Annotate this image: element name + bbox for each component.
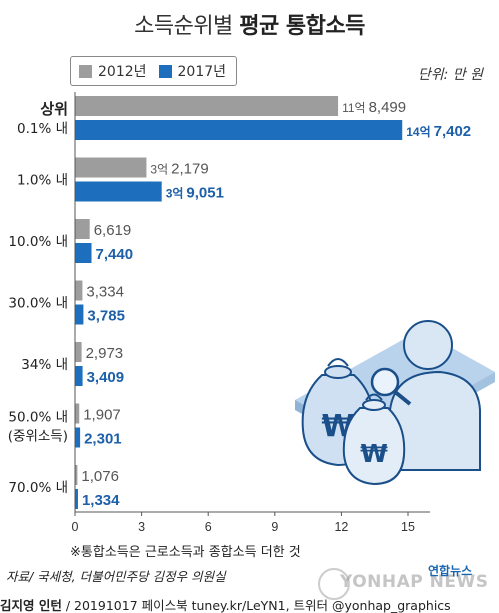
bar-2017-1	[75, 181, 162, 202]
value-label-eok: 3억	[166, 187, 184, 201]
bar-2012-3	[75, 280, 83, 301]
category-labels: 상위 0.1% 내 1.0% 내 10.0% 내 30.0% 내 34% 내 50.0% 내…	[8, 100, 68, 496]
value-label-num: 7,402	[434, 123, 472, 140]
watermark-logo-icon	[318, 568, 350, 600]
agency-name: 연합뉴스	[428, 564, 473, 578]
legend-label-2017: 2017년	[177, 64, 227, 80]
category-label-2: 10.0% 내	[8, 234, 68, 250]
value-label-eok: 3억	[150, 163, 168, 177]
source-note: 자료/ 국세청, 더불어민주당 김정우 의원실	[6, 569, 226, 584]
value-label-2017-6: 1,334	[82, 492, 120, 509]
legend-label-2012: 2012년	[98, 64, 147, 80]
footnote: ※통합소득은 근로소득과 종합소득 더한 것	[70, 545, 301, 560]
category-label-6: 70.0% 내	[8, 480, 68, 496]
value-label-2012-2: 6,619	[94, 222, 132, 239]
category-label-0: 상위	[40, 100, 68, 118]
value-label-num: 9,051	[186, 185, 224, 202]
legend: 2012년 2017년	[70, 56, 238, 86]
value-label-num: 8,499	[369, 99, 407, 116]
x-tick-label-1: 3	[138, 520, 145, 534]
title-part2: 평균 통합소득	[239, 14, 365, 39]
value-label-2017-0: 14억 7,402	[406, 123, 471, 140]
bar-2017-5	[75, 427, 81, 448]
agency-logo: 연합뉴스	[428, 562, 472, 579]
legend-swatch-2012	[79, 64, 92, 78]
bar-2017-6	[75, 489, 78, 509]
x-tick-label-2: 6	[205, 520, 212, 534]
page-title: 소득순위별 평균 통합소득	[0, 8, 499, 40]
x-tick-label-0: 0	[72, 520, 79, 534]
value-label-2017-1: 3억 9,051	[166, 185, 224, 202]
bar-2012-5	[75, 403, 80, 424]
credit-rest: / 20191017 페이스북 tuney.kr/LeYN1, 트위터 @yon…	[61, 598, 451, 613]
value-label-2012-3: 3,334	[86, 284, 124, 301]
value-label-eok: 11억	[342, 101, 366, 115]
bar-2012-0	[75, 96, 339, 116]
bar-2012-1	[75, 157, 147, 178]
value-label-2017-2: 7,440	[96, 246, 134, 263]
bar-2012-2	[75, 219, 90, 239]
category-label-1: 1.0% 내	[17, 173, 68, 189]
bar-2017-3	[75, 304, 84, 325]
category-label-3: 30.0% 내	[8, 296, 68, 312]
svg-text:₩: ₩	[360, 439, 388, 468]
bar-2012-6	[75, 465, 78, 485]
value-label-2012-0: 11억 8,499	[342, 99, 406, 116]
credit-line: 김지영 인턴 / 20191017 페이스북 tuney.kr/LeYN1, 트…	[0, 595, 451, 613]
category-label-5-sub: (중위소득)	[8, 429, 68, 445]
x-tick-label-3: 9	[271, 520, 278, 534]
x-tick-label-4: 12	[334, 520, 348, 534]
title-part1: 소득순위별	[134, 14, 233, 39]
value-label-2017-5: 2,301	[84, 431, 122, 448]
value-label-2012-5: 1,907	[83, 407, 121, 424]
category-label-0-sub: 0.1% 내	[17, 121, 68, 137]
value-label-2012-4: 2,973	[86, 345, 124, 362]
money-bag-illustration: ₩ ₩	[295, 320, 495, 486]
watermark: YONHAP NEWS	[340, 572, 489, 592]
bar-2017-2	[75, 243, 92, 263]
bar-2017-0	[75, 120, 403, 140]
x-tick-label-5: 15	[401, 520, 415, 534]
unit-label: 단위: 만 원	[417, 67, 483, 83]
category-label-5: 50.0% 내	[8, 410, 68, 426]
value-label-eok: 14억	[406, 125, 430, 139]
value-label-num: 2,179	[171, 161, 209, 178]
legend-swatch-2017	[158, 64, 172, 78]
x-axis: 0 3 6 9 12 15	[72, 92, 430, 534]
value-label-2017-3: 3,785	[87, 308, 125, 325]
value-label-2012-6: 1,076	[81, 468, 119, 485]
bar-2012-4	[75, 342, 82, 362]
value-label-2017-4: 3,409	[87, 369, 125, 386]
bar-2017-4	[75, 366, 83, 386]
category-label-4: 34% 내	[21, 357, 68, 373]
credit-author: 김지영 인턴	[0, 598, 62, 613]
value-label-2012-1: 3억 2,179	[150, 161, 208, 178]
